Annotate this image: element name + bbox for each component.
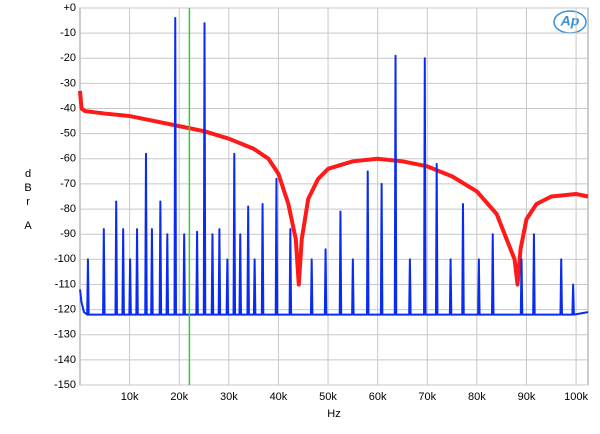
- logo: Ap: [560, 13, 580, 29]
- y-tick-label: -110: [55, 278, 76, 290]
- y-tick-label: -100: [54, 253, 76, 265]
- x-tick-label: 30k: [220, 391, 238, 403]
- series-line: [78, 90, 589, 287]
- x-tick-label: 20k: [170, 391, 188, 403]
- x-tick-label: 80k: [468, 391, 486, 403]
- x-axis-label: Hz: [327, 408, 340, 420]
- x-tick-label: 40k: [270, 391, 288, 403]
- x-tick-label: 60k: [369, 391, 387, 403]
- x-tick-label: 50k: [319, 391, 337, 403]
- x-tick-label: 70k: [418, 391, 436, 403]
- y-tick-label: +0: [63, 2, 76, 14]
- y-tick-label: -140: [54, 354, 76, 366]
- y-tick-label: -60: [60, 153, 76, 165]
- y-tick-label: -130: [54, 329, 76, 341]
- y-tick-label: -40: [60, 102, 76, 114]
- x-tick-label: 90k: [518, 391, 536, 403]
- x-tick-label: 10k: [121, 391, 139, 403]
- y-tick-label: -50: [60, 128, 76, 140]
- y-tick-label: -90: [60, 228, 76, 240]
- plot-area: [79, 7, 589, 386]
- y-axis-label: dBr: [22, 168, 34, 210]
- y-tick-label: -10: [60, 27, 76, 39]
- series-line: [79, 17, 589, 316]
- y-tick-label: -80: [60, 203, 76, 215]
- y-tick-label: -30: [60, 77, 76, 89]
- x-tick-label: 100k: [564, 391, 588, 403]
- y-tick-label: -20: [60, 52, 76, 64]
- y-tick-label: -70: [60, 178, 76, 190]
- y-tick-label: -120: [54, 304, 76, 316]
- y-axis-unit: A: [24, 220, 32, 232]
- y-tick-label: -150: [54, 379, 76, 391]
